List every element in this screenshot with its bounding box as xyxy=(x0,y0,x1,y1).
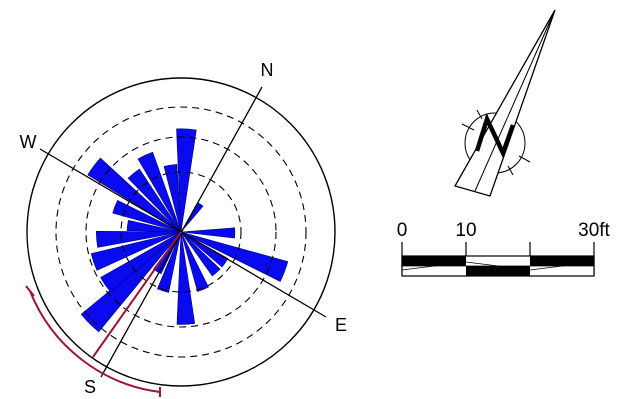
rose-petal-15 xyxy=(180,231,221,277)
south-label: S xyxy=(84,377,96,397)
rose-petal-10 xyxy=(176,128,197,233)
grid-ring-3 xyxy=(55,106,307,358)
rose-petal-14 xyxy=(180,231,229,268)
outer-ring xyxy=(26,77,336,387)
rose-petal-13 xyxy=(180,231,289,282)
grid-ring-2 xyxy=(85,136,277,328)
scale-segment-2 xyxy=(466,266,530,276)
rose-petal-7 xyxy=(127,168,182,233)
rose-petal-9 xyxy=(163,164,182,233)
scale-tick-label-0: 0 xyxy=(397,220,408,241)
mean-direction-line xyxy=(92,231,182,358)
north-arrow xyxy=(454,9,556,197)
rose-petal-12 xyxy=(180,227,236,239)
rose-petal-17 xyxy=(176,231,196,325)
rose-petal-18 xyxy=(157,231,182,293)
rose-petal-3 xyxy=(95,230,182,248)
west-label: W xyxy=(20,132,37,152)
grid-ring-1 xyxy=(120,171,242,293)
rose-petal-4 xyxy=(126,219,182,233)
scale-tick-label-30: 30ft xyxy=(578,220,610,241)
rose-petal-8 xyxy=(137,151,182,233)
north-label: N xyxy=(261,60,274,80)
east-label: E xyxy=(335,315,347,335)
west-east-axis xyxy=(39,148,327,318)
rose-diagram: N W E S xyxy=(20,60,347,397)
rose-petals xyxy=(80,128,289,333)
scale-tick-label-10: 10 xyxy=(455,220,476,241)
north-arrow-n-glyph xyxy=(474,112,516,159)
scale-segment-3 xyxy=(530,256,594,266)
rose-petal-16 xyxy=(180,231,209,292)
scale-segment-1 xyxy=(402,256,466,266)
confidence-arc xyxy=(25,285,161,397)
rose-petal-2 xyxy=(90,231,182,271)
scale-bar: 0 10 30ft xyxy=(397,220,611,277)
north-arrow-needle xyxy=(454,9,556,197)
rose-petal-1 xyxy=(100,231,182,293)
rose-petal-0 xyxy=(80,231,182,333)
rose-petal-5 xyxy=(112,199,182,233)
